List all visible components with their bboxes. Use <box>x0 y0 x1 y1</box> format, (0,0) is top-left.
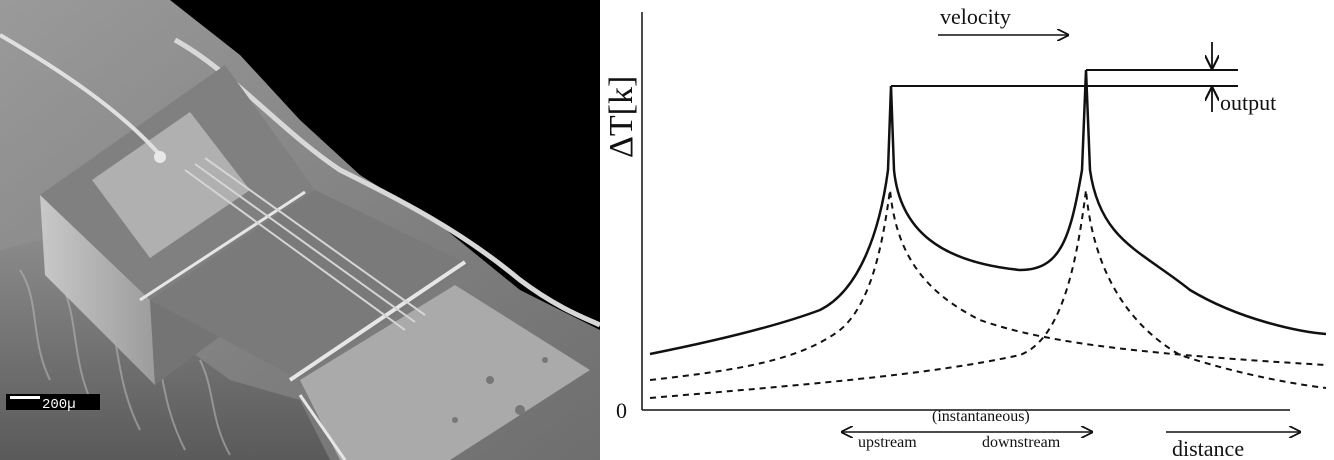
origin-label: 0 <box>616 398 627 423</box>
instantaneous-label: (instantaneous) <box>932 408 1030 425</box>
pad-spots <box>452 357 548 423</box>
heater-wires <box>184 157 426 331</box>
scale-bar-line <box>10 396 40 399</box>
chip-lower-section <box>150 190 470 380</box>
downstream-label: downstream <box>982 434 1061 451</box>
sem-micrograph: 200µ <box>0 0 600 460</box>
scale-bar-text: 200µ <box>42 397 76 413</box>
bond-wire <box>0 33 162 157</box>
chip-front-face <box>40 195 155 385</box>
upstream-label: upstream <box>858 434 917 451</box>
downstream-heater-curve <box>649 189 1327 399</box>
velocity-label: velocity <box>940 4 1011 29</box>
output-label: output <box>1220 90 1276 115</box>
ridge-edge <box>173 37 600 328</box>
temperature-diagram: ΔT[k] 0 velocity output (instantaneous) … <box>603 4 1327 460</box>
lower-contact-pad <box>300 285 590 460</box>
upstream-heater-curve <box>649 189 1327 381</box>
distance-label: distance <box>1172 436 1244 460</box>
upper-contact-pad <box>92 112 250 258</box>
bond-ball <box>154 151 166 163</box>
total-temperature-curve <box>649 69 1327 356</box>
y-axis-label: ΔT[k] <box>603 76 640 158</box>
